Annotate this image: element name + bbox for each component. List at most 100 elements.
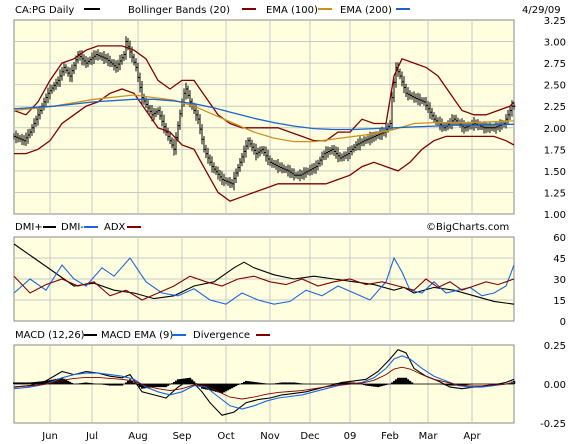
divergence-bar <box>409 380 412 384</box>
divergence-bar <box>513 380 516 384</box>
divergence-bar <box>411 382 414 384</box>
price-ytick-label: 1.00 <box>544 210 566 221</box>
divergence-bar <box>19 382 22 384</box>
divergence-bar <box>181 378 184 384</box>
divergence-bar <box>155 384 158 388</box>
divergence-bar <box>131 380 134 384</box>
divergence-bar <box>251 381 254 384</box>
ema200-line <box>13 98 514 131</box>
price-ytick-label: 1.50 <box>544 167 566 178</box>
divergence-bar <box>235 384 238 387</box>
ema100-label: EMA (100) <box>266 5 318 16</box>
dmi-ytick-label: 0 <box>560 317 566 328</box>
divergence-bar <box>109 384 112 386</box>
divergence-bar <box>227 384 230 391</box>
divergence-bar <box>117 384 120 386</box>
divergence-bar <box>289 382 292 384</box>
divergence-bar <box>105 384 108 386</box>
divergence-bar <box>29 382 32 384</box>
adx-label: ADX <box>104 222 126 233</box>
macd-label: MACD (12,26) <box>15 330 85 341</box>
divergence-bar <box>83 382 86 384</box>
divergence-bar <box>165 384 168 388</box>
month-xtick-label: Mar <box>419 431 439 442</box>
divergence-bar <box>231 384 234 389</box>
divergence-bar <box>43 381 46 384</box>
dmi-minus-line <box>13 256 515 305</box>
divergence-bar <box>107 384 110 386</box>
divergence-bar <box>463 384 466 386</box>
macd-ema-line <box>13 355 515 410</box>
divergence-bar <box>257 382 260 384</box>
divergence-bar <box>17 382 20 384</box>
divergence-bar <box>139 384 142 388</box>
divergence-bar <box>365 384 368 386</box>
divergence-bar <box>383 384 386 386</box>
macd-ytick-label: 0.00 <box>544 380 566 391</box>
ema100-line <box>13 94 515 143</box>
month-xtick-label: 09 <box>344 431 357 442</box>
divergence-bar <box>21 382 24 384</box>
price-ytick-labels: 3.25 3.00 2.75 2.50 2.25 2.00 1.75 1.50 1.25 1.00 <box>544 16 566 221</box>
divergence-bar <box>349 382 352 384</box>
divergence-bar <box>15 382 18 384</box>
divergence-bar <box>211 384 214 391</box>
month-xtick-label: Apr <box>463 431 481 442</box>
divergence-bar <box>27 382 30 384</box>
price-ytick-label: 1.75 <box>544 145 566 156</box>
divergence-line <box>13 366 515 400</box>
divergence-bar <box>189 377 192 384</box>
divergence-bar <box>193 381 196 384</box>
divergence-bar <box>81 382 84 384</box>
divergence-bar <box>225 384 228 392</box>
divergence-bar <box>33 382 36 384</box>
divergence-bar <box>465 384 468 386</box>
dmi-ytick-label: 45 <box>553 254 566 265</box>
macd-ytick-labels: 0.25 0.00 -0.25 <box>540 341 566 430</box>
divergence-bar <box>403 377 406 384</box>
divergence-bar <box>237 384 240 386</box>
price-ytick-label: 2.50 <box>544 81 566 92</box>
divergence-bar <box>453 384 456 386</box>
divergence-bar <box>63 378 66 384</box>
divergence-bar <box>213 384 216 392</box>
divergence-bar <box>341 382 344 384</box>
divergence-bar <box>35 381 38 384</box>
divergence-bar <box>177 379 180 384</box>
watermark: ©BigCharts.com <box>426 222 509 233</box>
divergence-bar <box>115 384 118 386</box>
divergence-bar <box>53 379 56 384</box>
divergence-bar <box>161 384 164 388</box>
divergence-bar <box>461 384 464 386</box>
divergence-bar <box>163 384 166 388</box>
divergence-bar <box>449 384 452 386</box>
divergence-bar <box>185 378 188 384</box>
divergence-bar <box>391 382 394 384</box>
divergence-bar <box>381 384 384 387</box>
macd-ytick-label: -0.25 <box>540 419 566 430</box>
divergence-bar <box>217 384 220 393</box>
divergence-bar <box>343 382 346 384</box>
divergence-bar <box>397 377 400 384</box>
divergence-bar <box>287 382 290 384</box>
divergence-bar <box>25 382 28 384</box>
divergence-bar <box>283 382 286 384</box>
symbol-label: CA:PG Daily <box>15 5 74 16</box>
price-ytick-label: 2.75 <box>544 59 566 70</box>
divergence-bar <box>133 382 136 384</box>
divergence-bar <box>175 380 178 384</box>
month-xtick-label: Feb <box>381 431 399 442</box>
dmi-minus-label: DMI- <box>61 222 84 233</box>
divergence-bar <box>295 382 298 384</box>
ema200-label: EMA (200) <box>340 5 392 16</box>
divergence-bar <box>215 384 218 392</box>
divergence-bar <box>219 384 222 393</box>
divergence-bar <box>369 384 372 387</box>
divergence-bar <box>223 384 226 393</box>
divergence-bar <box>385 384 388 386</box>
divergence-bar <box>253 381 256 384</box>
dmi-ytick-label: 30 <box>553 275 566 286</box>
divergence-bar <box>89 382 92 384</box>
